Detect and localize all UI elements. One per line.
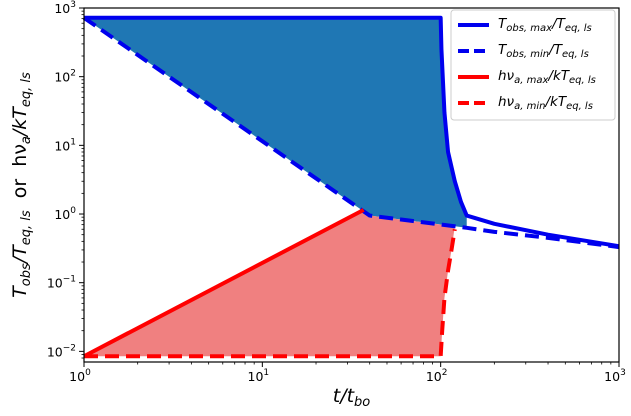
y-tick-label: 10−1 — [47, 275, 76, 291]
plot-frame — [83, 7, 620, 363]
legend-box — [450, 9, 616, 121]
legend-label: Tobs, min/Teq, ls — [498, 42, 589, 60]
series-line-0 — [84, 15, 620, 249]
legend-label: hνa, max/kTeq, ls — [498, 68, 596, 86]
legend-label: hνa, min/kTeq, ls — [498, 94, 593, 112]
legend-label: Tobs, max/Teq, ls — [498, 16, 592, 34]
y-tick-label: 101 — [54, 137, 76, 153]
x-tick-label: 102 — [426, 368, 448, 384]
series-layer — [82, 15, 620, 359]
x-axis-label: t/tbo — [333, 385, 371, 410]
x-tick-label: 103 — [604, 368, 626, 384]
legend: Tobs, max/Teq, ls Tobs, min/Teq, ls hνa, m… — [450, 9, 616, 121]
y-tick-label: 102 — [54, 69, 76, 85]
series-line-2 — [83, 208, 365, 358]
T_obs-range-fill — [84, 17, 467, 228]
y-tick-label: 103 — [54, 0, 76, 16]
hν_a-range-fill — [84, 209, 455, 357]
y-axis-label: Tobs/Teq, ls or hνa/kTeq, ls — [9, 72, 34, 298]
x-axis: 100 101 102 103 — [69, 362, 626, 384]
y-axis: 10−2 10−1 100 101 102 103 — [47, 0, 84, 359]
x-tick-label: 100 — [69, 368, 91, 384]
y-tick-label: 10−2 — [47, 343, 76, 359]
y-tick-label: 100 — [54, 206, 76, 222]
fills-layer — [84, 17, 467, 357]
series-line-3 — [84, 228, 457, 359]
x-tick-label: 101 — [248, 368, 270, 384]
